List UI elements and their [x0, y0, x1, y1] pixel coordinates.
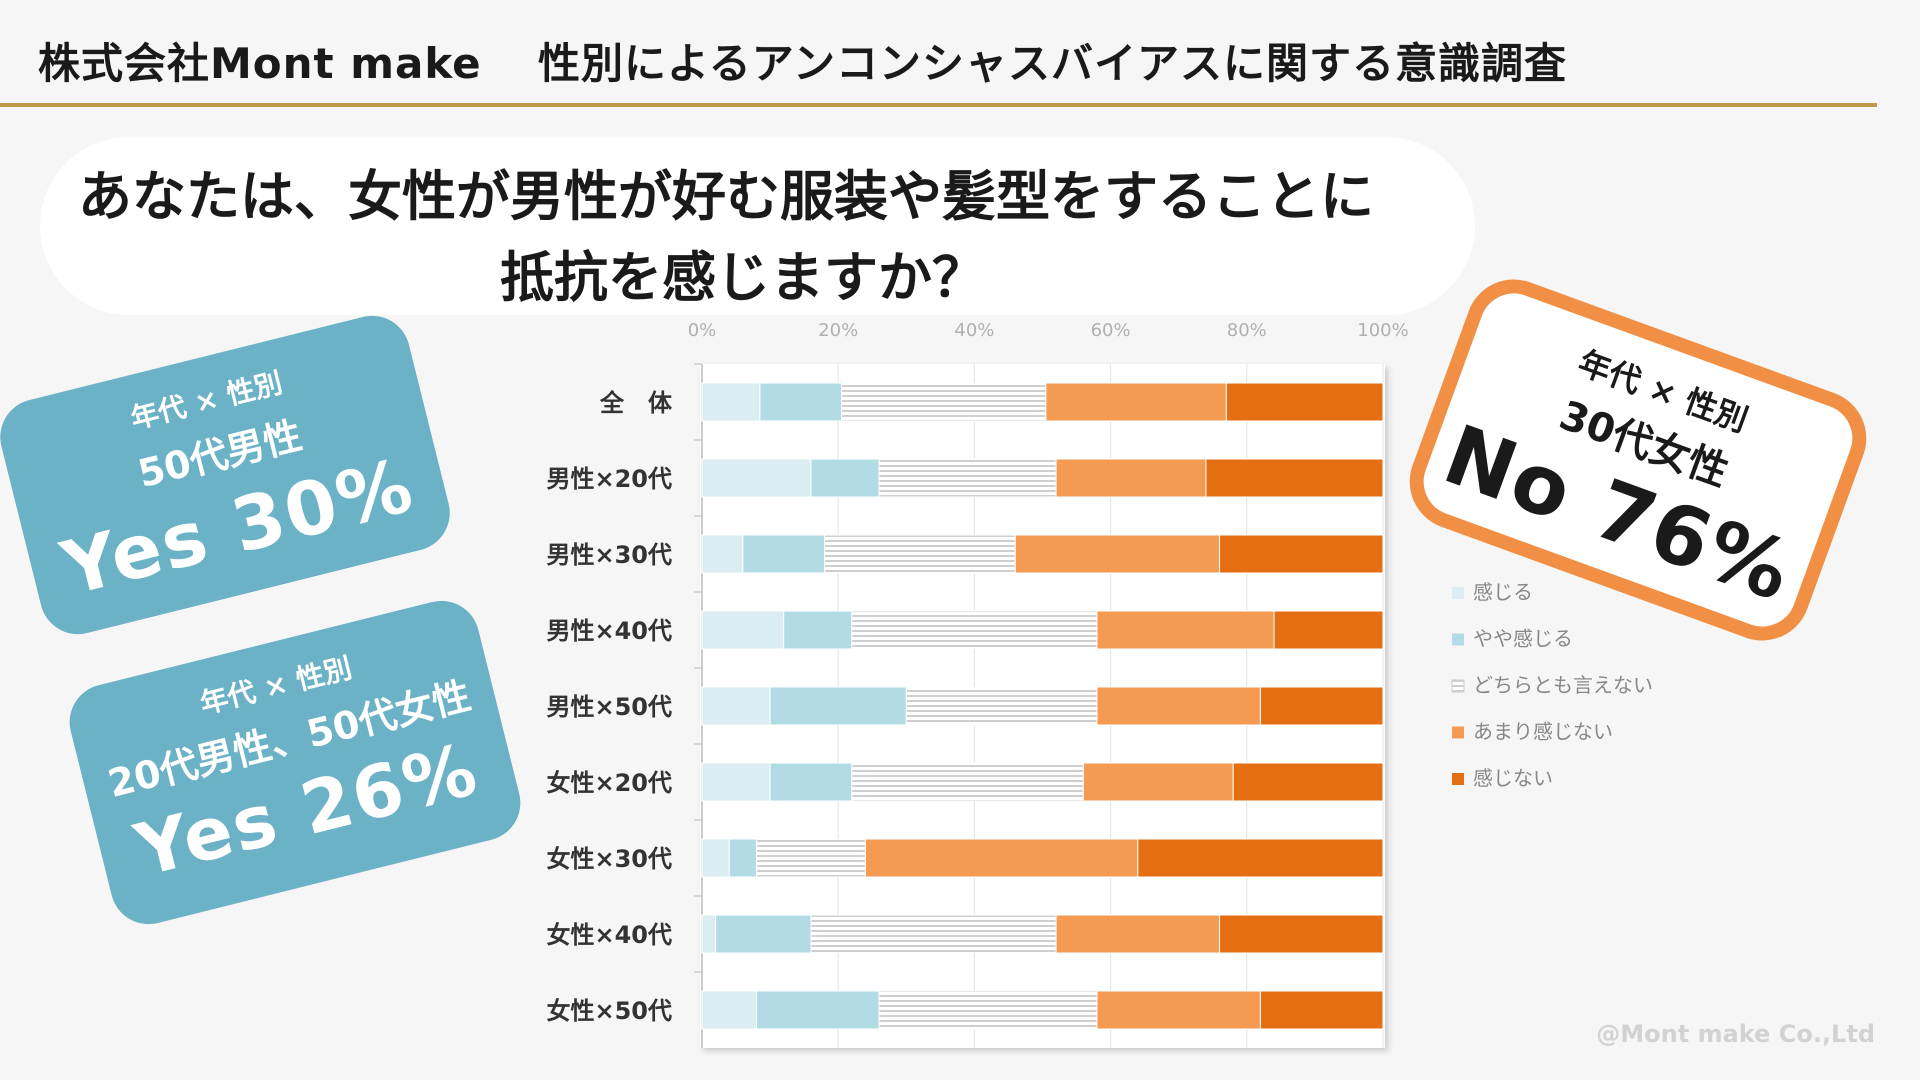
bar-segment	[824, 534, 1016, 574]
legend-swatch	[1452, 633, 1464, 646]
bar-segment	[864, 838, 1139, 878]
x-tick-label: 0%	[688, 320, 717, 341]
x-tick-label: 80%	[1227, 320, 1267, 341]
copyright-watermark: @Mont make Co.,Ltd	[1596, 1020, 1875, 1048]
page-header: 株式会社Mont make 性別によるアンコンシャスバイアスに関する意識調査	[0, 0, 1877, 107]
x-tick-label: 100%	[1357, 320, 1408, 341]
bar-segment	[701, 914, 717, 954]
bar-segment	[701, 610, 785, 650]
category-label: 全 体	[599, 389, 673, 417]
bar-segment	[769, 686, 907, 726]
bar-segment	[841, 382, 1047, 422]
bar-segment	[1055, 458, 1207, 498]
survey-title: 性別によるアンコンシャスバイアスに関する意識調査	[538, 39, 1568, 88]
company-name: 株式会社Mont make	[38, 39, 482, 88]
bar-segment	[810, 914, 1057, 954]
bar-segment	[1096, 686, 1261, 726]
bar-segment	[1096, 990, 1261, 1030]
bar-segment	[755, 990, 880, 1030]
bar-segment	[742, 534, 826, 574]
bar-segment	[1259, 990, 1384, 1030]
bar-segment	[1137, 838, 1384, 878]
bar-segment	[878, 990, 1098, 1030]
bar-segment	[701, 762, 771, 802]
bar-segment	[1014, 534, 1221, 574]
legend-label: やや感じる	[1473, 627, 1573, 651]
bar-segment	[851, 762, 1084, 802]
bar-segment	[1219, 534, 1384, 574]
question-line-2: 抵抗を感じますか？	[500, 246, 986, 309]
legend-label: 感じる	[1473, 580, 1533, 604]
legend-swatch	[1452, 587, 1464, 599]
bar-segment	[701, 458, 812, 498]
legend-label: どちらとも言えない	[1473, 673, 1653, 697]
category-label: 男性×20代	[546, 465, 672, 493]
bar-segment	[715, 914, 812, 954]
category-label: 男性×40代	[546, 617, 672, 645]
bar-segment	[759, 382, 843, 422]
category-label: 女性×20代	[546, 769, 672, 797]
bar-segment	[783, 610, 853, 650]
bar-segment	[1259, 686, 1384, 726]
category-label: 男性×50代	[546, 693, 672, 721]
bar-segment	[701, 838, 730, 878]
x-tick-label: 60%	[1091, 320, 1131, 341]
bar-segment	[1205, 458, 1384, 498]
bar-segment	[851, 610, 1098, 650]
bar-segment	[1055, 914, 1221, 954]
bar-segment	[701, 990, 757, 1030]
bar-segment	[728, 838, 757, 878]
bar-segment	[1225, 382, 1384, 422]
question-bubble	[40, 137, 1475, 315]
bar-segment	[1045, 382, 1227, 422]
bar-segment	[769, 762, 853, 802]
bar-segment	[1273, 610, 1384, 650]
bar-segment	[701, 686, 771, 726]
bar-segment	[1082, 762, 1234, 802]
legend-label: 感じない	[1473, 766, 1553, 790]
legend-swatch	[1452, 726, 1464, 739]
bar-segment	[701, 534, 744, 574]
bar-segment	[1096, 610, 1275, 650]
bar-segment	[810, 458, 880, 498]
x-tick-label: 20%	[818, 320, 858, 341]
category-label: 女性×40代	[546, 921, 672, 949]
category-label: 女性×50代	[546, 997, 672, 1025]
bar-segment	[1219, 914, 1384, 954]
category-label: 男性×30代	[546, 541, 672, 569]
x-tick-label: 40%	[954, 320, 994, 341]
legend-swatch	[1452, 773, 1464, 785]
legend-swatch	[1451, 679, 1465, 693]
legend-label: あまり感じない	[1473, 720, 1613, 744]
bar-segment	[701, 382, 761, 422]
category-label: 女性×30代	[546, 845, 672, 873]
bar-segment	[905, 686, 1098, 726]
bar-segment	[1232, 762, 1384, 802]
bar-segment	[878, 458, 1057, 498]
question-line-1: あなたは、女性が男性が好む服装や髪型をすることに	[78, 165, 1374, 228]
bar-segment	[755, 838, 866, 878]
